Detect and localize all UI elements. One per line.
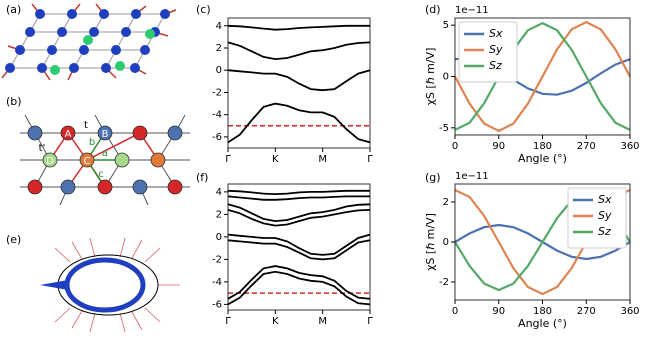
legend-label: Sy <box>598 209 612 222</box>
x-tick-label: Γ <box>367 154 373 165</box>
y-tick-label: 0 <box>443 237 449 248</box>
panel-label: (f) <box>196 171 208 184</box>
y-tick-label: -6 <box>212 299 222 310</box>
axes-frame <box>227 17 371 149</box>
y-tick-label: 2 <box>216 209 222 220</box>
x-tick-label: Γ <box>225 154 231 165</box>
panel-label: (b) <box>6 95 22 108</box>
series-line <box>454 20 631 133</box>
series-line <box>227 270 371 306</box>
series-line <box>227 102 371 144</box>
y-tick-label: -5 <box>439 123 449 134</box>
series-line <box>227 24 370 31</box>
y-tick-label: -2 <box>212 87 222 98</box>
panel-label: (c) <box>196 3 211 16</box>
x-tick-label: Γ <box>367 316 373 327</box>
panel-label: (e) <box>6 233 21 246</box>
y-tick-label: 0 <box>216 232 222 243</box>
panel-label: (d) <box>425 3 441 16</box>
y-tick-label: -6 <box>212 132 222 143</box>
legend-label: Sz <box>489 59 502 72</box>
axes-frame <box>227 183 371 311</box>
x-tick-label: 90 <box>492 141 505 152</box>
lattice-3d <box>1 3 177 81</box>
legend-box <box>458 21 518 83</box>
node-label: B <box>102 129 109 140</box>
x-tick-label: M <box>318 154 327 165</box>
series-line <box>227 69 371 92</box>
panel-label: (a) <box>6 3 21 16</box>
x-tick-label: 360 <box>620 141 639 152</box>
y-tick-label: 4 <box>216 21 222 32</box>
series-line <box>227 203 371 223</box>
panel-label: (g) <box>425 171 441 184</box>
y-tick-label: 0 <box>443 72 449 83</box>
series-line <box>227 209 371 227</box>
axes-frame <box>454 183 631 301</box>
x-tick-label: 90 <box>492 306 505 317</box>
axis-multiplier: 1e−11 <box>455 5 489 16</box>
axis-multiplier: 1e−11 <box>455 171 489 182</box>
lattice-2d <box>20 114 190 206</box>
series-line <box>227 41 371 61</box>
series-line <box>227 195 370 201</box>
legend-label: Sx <box>489 27 503 40</box>
x-axis-label: Angle (°) <box>518 317 567 330</box>
legend-label: Sy <box>489 43 503 56</box>
series-line <box>227 239 371 261</box>
bond-label: b <box>89 137 95 148</box>
legend-label: Sx <box>598 193 612 206</box>
y-axis-label: χS [ℏ m/V] <box>424 213 437 271</box>
y-axis-label: χS [ℏ m/V] <box>424 48 437 106</box>
bond-label: a <box>102 148 108 159</box>
y-tick-label: 4 <box>216 187 222 198</box>
x-tick-label: 360 <box>620 306 639 317</box>
x-tick-label: 180 <box>533 141 552 152</box>
node-label: A <box>65 129 72 140</box>
x-tick-label: 270 <box>577 141 596 152</box>
x-tick-label: 180 <box>533 306 552 317</box>
x-tick-label: Γ <box>225 316 231 327</box>
series-line <box>227 233 371 256</box>
spin-texture <box>40 237 180 333</box>
y-tick-label: -4 <box>212 277 222 288</box>
x-axis-label: Angle (°) <box>518 152 567 165</box>
legend-box <box>567 187 627 249</box>
y-tick-label: 0 <box>216 65 222 76</box>
x-tick-label: 0 <box>452 141 458 152</box>
series-line <box>227 189 370 196</box>
legend-label: Sz <box>598 225 611 238</box>
y-tick-label: 5 <box>443 20 449 31</box>
y-tick-label: 2 <box>216 43 222 54</box>
bond-label: c <box>98 169 104 180</box>
node-label: C <box>84 156 91 167</box>
x-tick-label: 0 <box>452 306 458 317</box>
y-tick-label: -2 <box>439 277 449 288</box>
series-line <box>454 21 631 131</box>
x-tick-label: M <box>318 316 327 327</box>
bond-label: t <box>84 120 88 131</box>
y-tick-label: -2 <box>212 254 222 265</box>
bond-label: t' <box>39 143 46 154</box>
y-tick-label: 2 <box>443 197 449 208</box>
series-line <box>227 265 371 300</box>
node-label: D <box>46 156 54 167</box>
x-tick-label: K <box>272 316 279 327</box>
axes-frame <box>454 17 631 136</box>
x-tick-label: K <box>272 154 279 165</box>
y-tick-label: -4 <box>212 110 222 121</box>
x-tick-label: 270 <box>577 306 596 317</box>
